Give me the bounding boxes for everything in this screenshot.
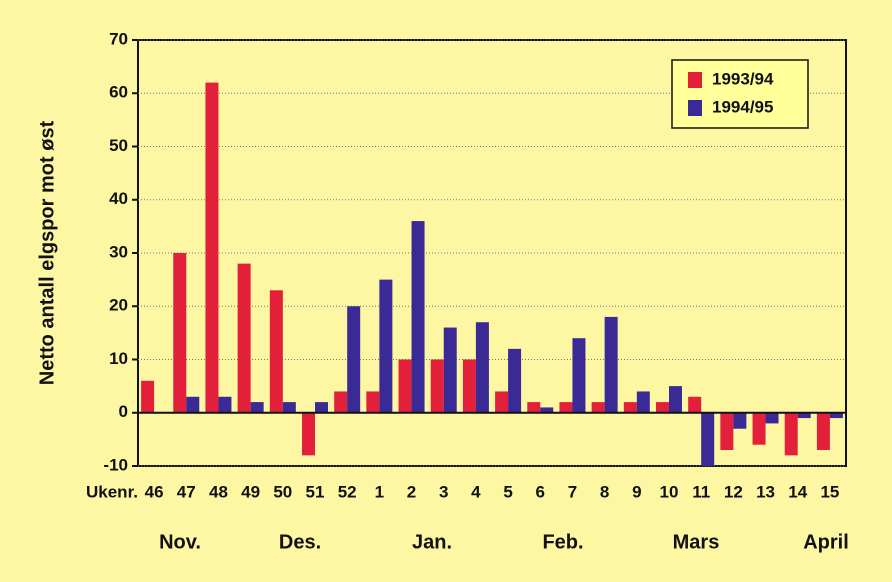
bar <box>366 391 380 413</box>
y-tick-label: 50 <box>109 136 128 155</box>
bar <box>540 407 554 413</box>
bar <box>269 290 283 413</box>
x-tick-label: 11 <box>692 482 710 501</box>
legend-label: 1993/94 <box>712 69 774 88</box>
bar <box>527 402 541 413</box>
bar <box>623 402 637 413</box>
bar <box>508 348 522 413</box>
month-label: April <box>803 531 849 553</box>
bar <box>591 402 605 413</box>
x-tick-label: 2 <box>407 482 416 501</box>
bar <box>462 359 476 413</box>
bar <box>218 396 232 413</box>
x-tick-label: 15 <box>820 482 839 501</box>
bar <box>282 402 296 413</box>
bar <box>430 359 444 413</box>
x-tick-label: 9 <box>632 482 641 501</box>
bar <box>765 412 779 424</box>
bar <box>688 396 702 413</box>
bar <box>752 412 766 445</box>
x-tick-label: 52 <box>338 482 357 501</box>
bar <box>784 412 798 456</box>
legend-swatch <box>688 100 702 116</box>
x-axis-title: Ukenr. <box>86 482 138 501</box>
month-label: Mars <box>673 531 720 553</box>
bar <box>347 306 361 413</box>
bar <box>443 327 457 413</box>
y-tick-label: 0 <box>119 402 128 421</box>
legend-swatch <box>688 72 702 88</box>
y-axis-title: Netto antall elgspor mot øst <box>36 120 58 385</box>
y-tick-label: 30 <box>109 242 128 261</box>
y-tick-label: 20 <box>109 296 128 315</box>
bar <box>797 412 811 419</box>
month-label: Jan. <box>412 531 452 553</box>
bar <box>250 402 264 413</box>
bar <box>669 386 682 413</box>
y-tick-label: 10 <box>109 349 128 368</box>
bar <box>701 412 715 466</box>
y-tick-label: 70 <box>109 29 128 48</box>
bar <box>173 253 187 413</box>
x-tick-label: 46 <box>145 482 164 501</box>
bar <box>475 322 489 413</box>
bar <box>205 82 219 413</box>
bar <box>398 359 412 413</box>
x-tick-label: 48 <box>209 482 228 501</box>
bar <box>572 338 586 413</box>
bar <box>733 412 747 429</box>
bar <box>636 391 650 413</box>
bar <box>829 412 843 419</box>
bar <box>559 402 573 413</box>
bar <box>186 396 200 413</box>
bar <box>315 402 328 413</box>
bar <box>656 402 669 413</box>
x-tick-label: 49 <box>241 482 260 501</box>
bar <box>237 263 251 413</box>
x-tick-label: 13 <box>756 482 775 501</box>
x-tick-label: 6 <box>536 482 545 501</box>
x-tick-label: 50 <box>273 482 292 501</box>
x-tick-label: 4 <box>471 482 481 501</box>
x-tick-label: 7 <box>568 482 577 501</box>
legend-label: 1994/95 <box>712 97 773 116</box>
month-label: Nov. <box>159 531 201 553</box>
x-tick-label: 12 <box>724 482 743 501</box>
y-tick-label: -10 <box>103 455 128 474</box>
x-tick-label: 10 <box>660 482 679 501</box>
month-label: Des. <box>279 531 321 553</box>
bar <box>604 316 618 413</box>
bar <box>495 391 509 413</box>
x-tick-label: 51 <box>306 482 325 501</box>
bar <box>816 412 830 451</box>
bar <box>720 412 734 451</box>
y-tick-label: 40 <box>109 189 128 208</box>
bar <box>411 221 425 413</box>
x-tick-label: 47 <box>177 482 196 501</box>
bar <box>141 380 155 413</box>
y-tick-label: 60 <box>109 83 128 102</box>
bar <box>334 391 348 413</box>
bar <box>379 279 393 413</box>
x-tick-label: 14 <box>788 482 807 501</box>
month-label: Feb. <box>542 531 583 553</box>
x-tick-label: 3 <box>439 482 448 501</box>
legend <box>671 59 809 129</box>
x-tick-label: 5 <box>503 482 512 501</box>
x-tick-label: 1 <box>375 482 384 501</box>
x-tick-label: 8 <box>600 482 609 501</box>
bar <box>302 412 315 456</box>
